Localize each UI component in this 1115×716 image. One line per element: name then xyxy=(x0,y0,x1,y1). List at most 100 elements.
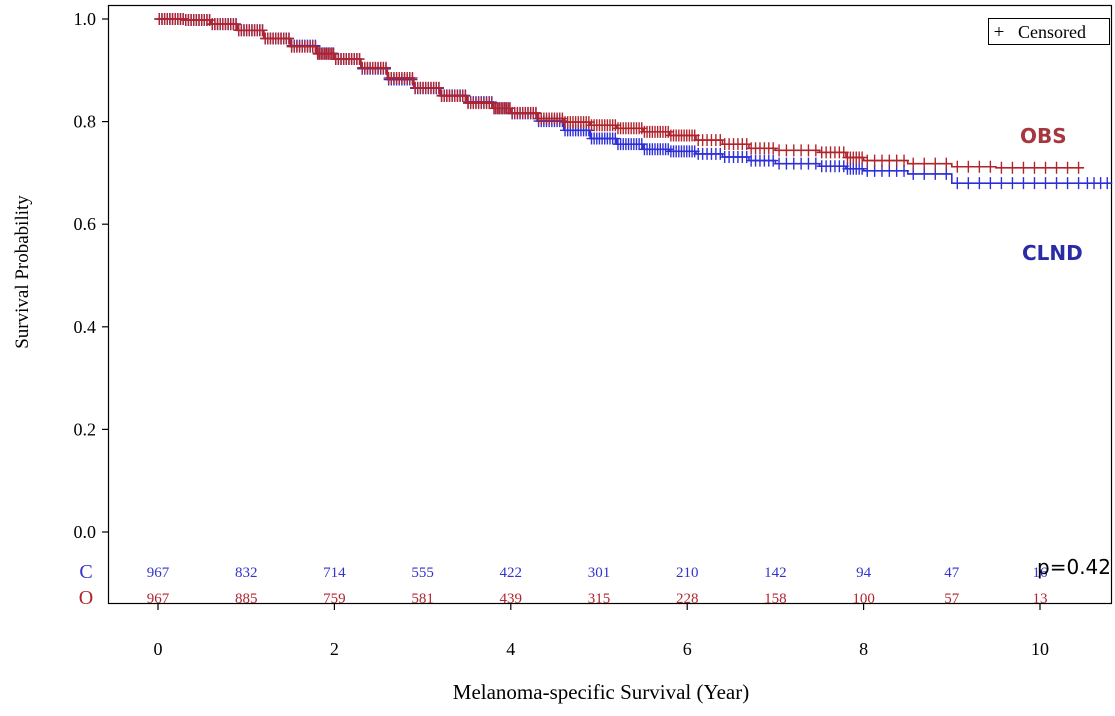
series-label-obs: OBS xyxy=(1020,124,1067,148)
x-axis: 0 2 4 6 8 10 xyxy=(154,603,1049,659)
censor-mark xyxy=(919,167,930,180)
y-tick-label: 0.8 xyxy=(74,112,97,132)
censor-mark xyxy=(283,32,294,45)
censor-mark xyxy=(985,160,996,173)
risk-count: 714 xyxy=(323,565,346,581)
censor-mark xyxy=(1073,177,1084,190)
risk-count: 967 xyxy=(147,591,170,607)
censor-mark xyxy=(1007,177,1018,190)
plot-frame xyxy=(107,4,1113,605)
censor-mark xyxy=(768,142,779,155)
risk-count: 885 xyxy=(235,591,258,607)
censor-mark xyxy=(1062,177,1073,190)
censor-mark xyxy=(610,119,621,132)
risk-count: 57 xyxy=(944,591,960,607)
censor-mark xyxy=(1051,161,1062,174)
risk-row-label: O xyxy=(79,587,93,609)
censor-mark xyxy=(310,40,321,53)
censor-mark xyxy=(407,71,418,84)
censor-mark xyxy=(610,132,621,145)
censor-mark xyxy=(985,177,996,190)
risk-count: 228 xyxy=(676,591,699,607)
y-tick-label: 0.6 xyxy=(74,214,97,234)
legend-censored-symbol: + xyxy=(994,22,1005,43)
series-obs xyxy=(154,13,1085,174)
censor-mark xyxy=(1073,161,1084,174)
censor-mark xyxy=(963,177,974,190)
censor-mark xyxy=(930,167,941,180)
risk-row-label: C xyxy=(79,561,92,583)
x-tick-label: 4 xyxy=(506,639,515,659)
series-layer xyxy=(154,13,1113,190)
censor-mark xyxy=(974,160,985,173)
y-tick-label: 0.4 xyxy=(74,317,97,337)
censor-mark xyxy=(433,81,444,94)
risk-count: 100 xyxy=(852,591,875,607)
censor-mark xyxy=(1040,177,1051,190)
censor-mark xyxy=(1062,161,1073,174)
risk-count: 439 xyxy=(500,591,523,607)
censor-mark xyxy=(715,147,726,160)
censor-mark xyxy=(941,157,952,170)
x-tick-label: 6 xyxy=(683,639,692,659)
series-label-clnd: CLND xyxy=(1022,241,1083,265)
y-tick-label: 1.0 xyxy=(74,9,97,29)
censor-mark xyxy=(768,154,779,167)
censor-mark xyxy=(1007,161,1018,174)
censor-mark xyxy=(1018,177,1029,190)
risk-count: 967 xyxy=(147,565,170,581)
censor-mark xyxy=(636,138,647,151)
risk-count: 94 xyxy=(856,565,872,581)
risk-table: C 967 832 714 555 422 301 210 142 94 47 16 O 967 885 75… xyxy=(79,561,1048,609)
censor-mark xyxy=(919,157,930,170)
censor-mark xyxy=(952,177,963,190)
censor-mark xyxy=(963,160,974,173)
censor-mark xyxy=(460,89,471,102)
y-axis: 0.0 0.2 0.4 0.6 0.8 1.0 xyxy=(74,9,109,542)
censor-mark xyxy=(908,167,919,180)
risk-count: 301 xyxy=(588,565,611,581)
risk-count: 759 xyxy=(323,591,346,607)
censor-mark xyxy=(974,177,985,190)
censor-mark xyxy=(810,157,821,170)
censor-mark xyxy=(930,157,941,170)
risk-count: 422 xyxy=(500,565,523,581)
risk-count: 142 xyxy=(764,565,787,581)
censor-mark xyxy=(380,61,391,74)
censor-mark xyxy=(952,160,963,173)
censor-mark xyxy=(857,151,868,164)
risk-count: 13 xyxy=(1033,591,1048,607)
x-tick-label: 8 xyxy=(859,639,868,659)
censor-mark xyxy=(996,177,1007,190)
censor-mark xyxy=(941,167,952,180)
risk-count: 210 xyxy=(676,565,699,581)
x-tick-label: 0 xyxy=(154,639,163,659)
risk-count: 16 xyxy=(1033,565,1049,581)
x-tick-label: 2 xyxy=(330,639,339,659)
x-tick-label: 10 xyxy=(1031,639,1049,659)
censor-mark xyxy=(996,161,1007,174)
censor-mark xyxy=(1029,161,1040,174)
censor-mark xyxy=(231,18,242,31)
y-tick-label: 0.0 xyxy=(74,522,97,542)
censor-mark xyxy=(663,143,674,156)
censor-mark xyxy=(1102,177,1113,190)
p-value-annotation: p=0.42 xyxy=(1037,555,1111,579)
risk-count: 315 xyxy=(588,591,611,607)
survival-curve xyxy=(158,18,1111,184)
risk-count: 47 xyxy=(944,565,960,581)
censor-mark xyxy=(1040,161,1051,174)
censor-mark xyxy=(899,164,910,177)
y-tick-label: 0.2 xyxy=(74,419,97,439)
risk-count: 832 xyxy=(235,565,258,581)
legend-censored-label: Censored xyxy=(1018,22,1086,42)
censor-mark xyxy=(810,144,821,157)
censor-mark xyxy=(178,13,189,25)
risk-count: 158 xyxy=(764,591,787,607)
censor-mark xyxy=(899,154,910,167)
legend-box: + Censored xyxy=(988,18,1110,45)
risk-count: 581 xyxy=(411,591,434,607)
censor-marks xyxy=(154,13,1084,174)
censor-mark xyxy=(908,157,919,170)
